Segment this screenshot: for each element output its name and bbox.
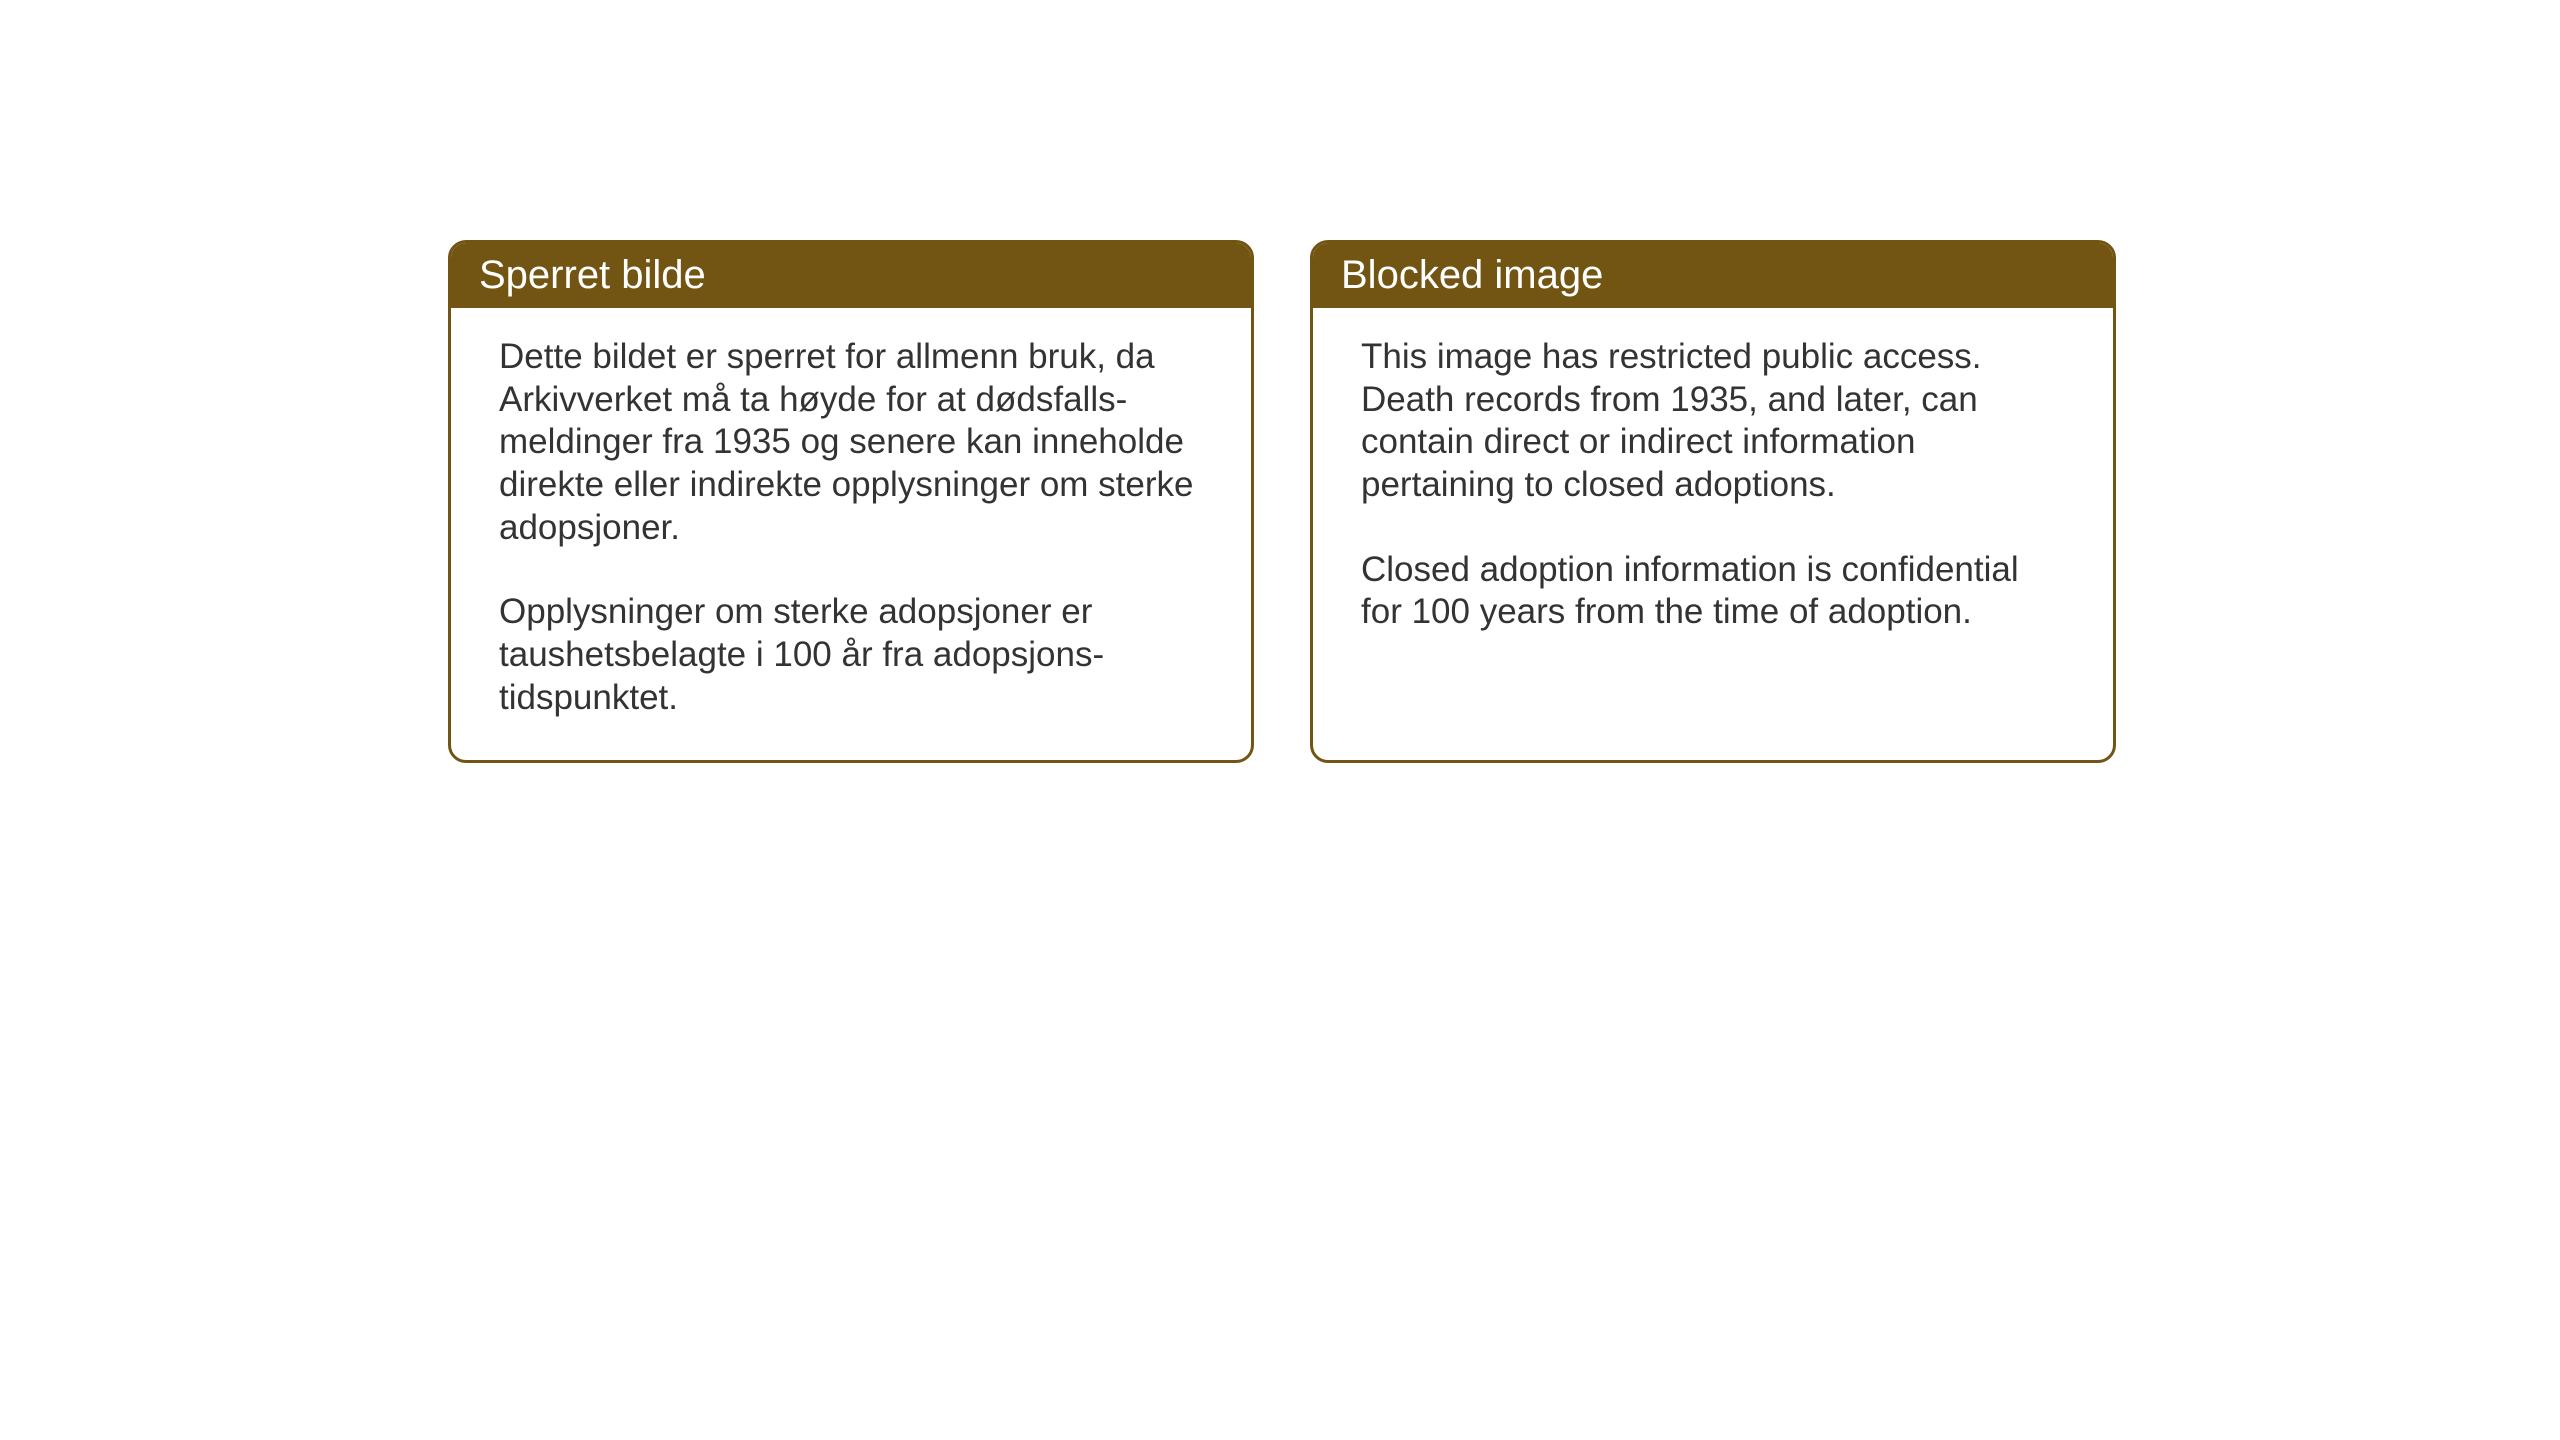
card-paragraph-2-english: Closed adoption information is confident… [1361,549,2065,634]
card-paragraph-2-norwegian: Opplysninger om sterke adopsjoner er tau… [499,591,1203,719]
card-norwegian: Sperret bilde Dette bildet er sperret fo… [448,240,1254,763]
cards-container: Sperret bilde Dette bildet er sperret fo… [448,240,2116,763]
card-header-english: Blocked image [1313,243,2113,308]
card-paragraph-1-norwegian: Dette bildet er sperret for allmenn bruk… [499,336,1203,549]
card-body-norwegian: Dette bildet er sperret for allmenn bruk… [451,308,1251,760]
card-body-english: This image has restricted public access.… [1313,308,2113,674]
card-title-norwegian: Sperret bilde [479,253,706,297]
card-title-english: Blocked image [1341,253,1603,297]
card-header-norwegian: Sperret bilde [451,243,1251,308]
card-paragraph-1-english: This image has restricted public access.… [1361,336,2065,507]
card-english: Blocked image This image has restricted … [1310,240,2116,763]
